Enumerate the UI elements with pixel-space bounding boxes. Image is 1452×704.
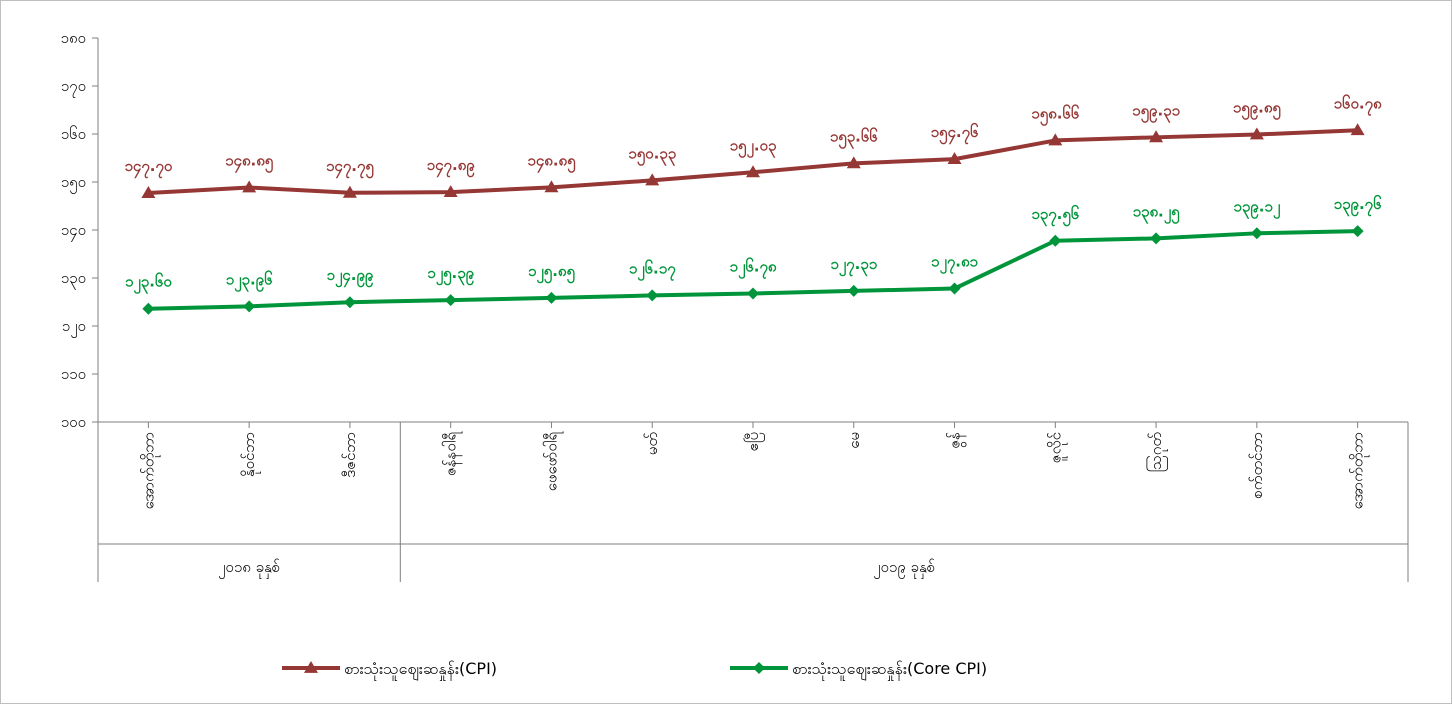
data-label: ၁၃၉.၇၆ xyxy=(1334,194,1382,217)
x-tick-label: ဧပြီ xyxy=(744,432,765,452)
diamond-marker xyxy=(1250,227,1263,240)
x-tick-label: ဩဂုတ် xyxy=(1146,432,1168,472)
legend-item-cpi: စားသုံးသူစျေးဆနှုန်း(CPI) xyxy=(282,659,497,681)
y-axis: ၁၀၀ ၁၁၀ ၁၂၀ ၁၃၀ ၁၄၀ ၁၅၀ ၁၆၀ ၁၇၀ ၁၈၀ xyxy=(61,29,99,431)
diamond-marker xyxy=(948,282,961,295)
data-label: ၁၄၈.၈၅ xyxy=(225,152,274,174)
triangle-marker xyxy=(304,661,318,673)
data-label: ၁၂၇.၈၁ xyxy=(931,253,979,275)
triangle-marker xyxy=(443,185,458,198)
group-label: ၂၀၁၈ ခုနှစ် xyxy=(218,558,280,579)
data-label: ၁၃၉.၁၂ xyxy=(1233,197,1280,219)
x-tick-label: အောက်တိုဘာ xyxy=(1349,432,1370,509)
triangle-marker xyxy=(342,185,357,198)
diamond-marker xyxy=(747,287,759,300)
legend-label: စားသုံးသူစျေးဆနှုန်း(CPI) xyxy=(344,659,497,681)
diamond-marker xyxy=(1351,225,1364,238)
data-label: ၁၂၃.၉၆ xyxy=(226,269,273,292)
data-label: ၁၃၈.၂၅ xyxy=(1133,202,1181,224)
series-cpi: ၁၄၇.၇၀ ၁၄၈.၈၅ ၁၄၇.၇၅ ၁၄၇.၈၉ ၁၄၈.၈၅ ၁၅၀.၃၃ ၁၅၂.… xyxy=(124,93,1382,198)
diamond-marker xyxy=(753,662,765,674)
x-tick-label: ဇန်နဝါရီ xyxy=(442,431,463,476)
y-tick-label: ၁၈၀ xyxy=(61,29,86,47)
x-tick-label: အောက်တိုဘာ xyxy=(139,432,160,509)
triangle-marker xyxy=(1048,133,1063,146)
data-label: ၁၂၅.၃၉ xyxy=(427,264,474,286)
diamond-marker xyxy=(1049,234,1062,247)
series-core-cpi: ၁၂၃.၆၀ ၁၂၃.၉၆ ၁၂၄.၉၉ ၁၂၅.၃၉ ၁၂၅.၈၅ ၁၂၆.၁၇ ၁၂၆.… xyxy=(125,194,1382,315)
y-tick-label: ၁၇၀ xyxy=(61,77,86,98)
x-tick-label: မတ် xyxy=(643,432,661,455)
data-label: ၁၆၀.၇၈ xyxy=(1334,93,1382,116)
data-label: ၁၄၇.၇၅ xyxy=(326,157,374,179)
legend: စားသုံးသူစျေးဆနှုန်း(CPI) စားသုံးသူစျေးဆန… xyxy=(282,659,987,681)
triangle-marker xyxy=(544,180,559,193)
triangle-marker xyxy=(947,152,962,165)
series-layer: ၁၄၇.၇၀ ၁၄၈.၈၅ ၁၄၇.၇၅ ၁၄၇.၈၉ ၁၄၈.၈၅ ၁၅၀.၃၃ ၁၅၂.… xyxy=(124,93,1382,315)
data-label: ၁၅၀.၃၃ xyxy=(628,144,676,166)
legend-item-core-cpi: စားသုံးသူစျေးဆနှုန်း(Core CPI) xyxy=(730,659,987,681)
data-label: ၁၄၈.၈၅ xyxy=(527,151,576,173)
data-label: ၁၅၉.၈၅ xyxy=(1233,99,1282,121)
data-label: ၁၃၇.၅၆ xyxy=(1031,204,1079,227)
triangle-marker xyxy=(1249,127,1264,140)
triangle-marker xyxy=(746,165,760,178)
data-label: ၁၅၂.၀၃ xyxy=(730,136,777,158)
y-tick-label: ၁၄၀ xyxy=(61,221,86,242)
y-tick-label: ၁၆၀ xyxy=(61,125,86,143)
triangle-marker xyxy=(1149,130,1164,143)
data-label: ၁၂၄.၉၉ xyxy=(327,266,374,288)
y-tick-label: ၁၅၀ xyxy=(61,173,86,194)
triangle-marker xyxy=(1350,123,1365,136)
y-tick-label: ၁၂၀ xyxy=(62,317,86,338)
data-label: ၁၂၃.၆၀ xyxy=(125,272,172,295)
data-label: ၁၅၃.၆၆ xyxy=(830,126,878,149)
x-tick-label: နိုဝင်ဘာ xyxy=(240,432,261,477)
data-label: ၁၂၆.၁၇ xyxy=(629,258,676,281)
x-tick-label: ဇွန် xyxy=(946,432,967,449)
x-tick-label: ဖေဖော်ဝါရီ xyxy=(542,431,563,492)
y-tick-label: ၁၃၀ xyxy=(61,269,86,290)
triangle-marker xyxy=(645,173,660,186)
diamond-marker xyxy=(444,294,457,307)
x-tick-label: ဇူလိုင် xyxy=(1046,432,1067,463)
x-tick-label: မေ xyxy=(845,432,863,449)
data-label: ၁၂၅.၈၅ xyxy=(528,262,576,284)
triangle-marker xyxy=(242,180,257,193)
y-tick-label: ၁၀၀ xyxy=(61,413,86,431)
data-label: ၁၄၇.၈၉ xyxy=(427,156,476,178)
data-label: ၁၂၇.၃၁ xyxy=(830,255,877,277)
diamond-marker xyxy=(142,302,155,315)
data-label: ၁၂၆.၇၈ xyxy=(730,256,777,279)
data-label: ၁၅၉.၃၁ xyxy=(1132,101,1180,123)
diamond-marker xyxy=(343,296,356,309)
x-axis: အောက်တိုဘာ နိုဝင်ဘာ ဒီဇင်ဘာ ဇန်နဝါရီ ဖေဖော်ဝ… xyxy=(97,421,1409,582)
data-label: ၁၅၈.၆၆ xyxy=(1031,103,1080,126)
diamond-marker xyxy=(1150,232,1163,245)
x-tick-label: စက်တင်ဘာ xyxy=(1248,432,1266,499)
legend-label: စားသုံးသူစျေးဆနှုန်း(Core CPI) xyxy=(792,659,987,681)
diamond-marker xyxy=(847,284,860,297)
diamond-marker xyxy=(545,291,558,304)
triangle-marker xyxy=(141,186,156,198)
data-label: ၁၄၇.၇၀ xyxy=(124,157,172,179)
diamond-marker xyxy=(646,289,659,302)
x-tick-label: ဒီဇင်ဘာ xyxy=(341,432,359,478)
triangle-marker xyxy=(846,156,861,169)
diamond-marker xyxy=(243,300,256,313)
group-label: ၂၀၁၉ ခုနှစ် xyxy=(873,558,935,579)
data-label: ၁၅၄.၇၆ xyxy=(931,122,979,145)
y-tick-label: ၁၁၀ xyxy=(61,365,86,383)
